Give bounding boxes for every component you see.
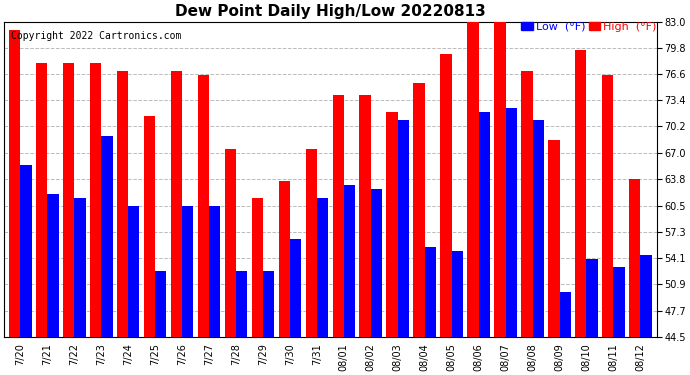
Bar xyxy=(317,198,328,375)
Bar xyxy=(48,194,59,375)
Bar xyxy=(452,251,463,375)
Bar xyxy=(397,120,409,375)
Bar xyxy=(117,71,128,375)
Bar xyxy=(101,136,112,375)
Bar xyxy=(9,30,20,375)
Bar xyxy=(182,206,193,375)
Bar xyxy=(613,267,624,375)
Bar xyxy=(640,255,652,375)
Bar xyxy=(533,120,544,375)
Bar xyxy=(236,271,247,375)
Bar xyxy=(440,54,452,375)
Bar xyxy=(263,271,275,375)
Bar xyxy=(36,63,48,375)
Bar xyxy=(252,198,263,375)
Bar xyxy=(425,247,436,375)
Bar xyxy=(198,75,209,375)
Bar xyxy=(306,148,317,375)
Title: Dew Point Daily High/Low 20220813: Dew Point Daily High/Low 20220813 xyxy=(175,4,486,19)
Bar xyxy=(90,63,101,375)
Bar xyxy=(279,181,290,375)
Bar xyxy=(602,75,613,375)
Bar xyxy=(467,18,479,375)
Bar xyxy=(344,185,355,375)
Bar xyxy=(333,95,344,375)
Bar xyxy=(128,206,139,375)
Text: Copyright 2022 Cartronics.com: Copyright 2022 Cartronics.com xyxy=(10,31,181,41)
Bar xyxy=(144,116,155,375)
Bar xyxy=(290,238,302,375)
Legend: Low  (°F), High  (°F): Low (°F), High (°F) xyxy=(522,22,657,32)
Bar xyxy=(413,83,425,375)
Bar xyxy=(170,71,182,375)
Bar xyxy=(63,63,75,375)
Bar xyxy=(494,13,506,375)
Bar xyxy=(209,206,220,375)
Bar xyxy=(225,148,236,375)
Bar xyxy=(521,71,533,375)
Bar xyxy=(359,95,371,375)
Bar xyxy=(75,198,86,375)
Bar xyxy=(548,140,560,375)
Bar xyxy=(479,112,490,375)
Bar xyxy=(386,112,397,375)
Bar xyxy=(575,50,586,375)
Bar xyxy=(586,259,598,375)
Bar xyxy=(560,292,571,375)
Bar xyxy=(506,108,517,375)
Bar xyxy=(371,189,382,375)
Bar xyxy=(155,271,166,375)
Bar xyxy=(20,165,32,375)
Bar xyxy=(629,179,640,375)
